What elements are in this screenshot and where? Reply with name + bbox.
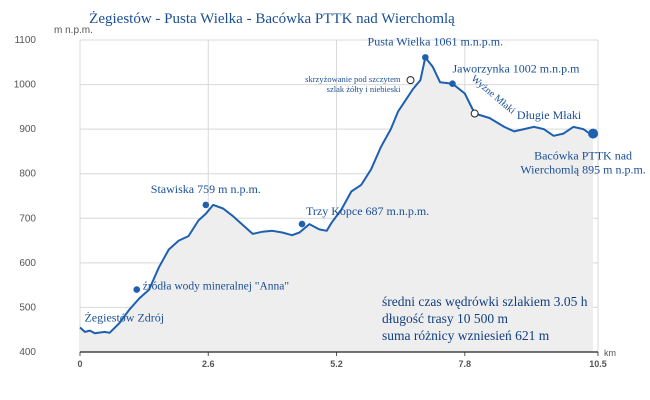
x-tick-label: 2.6 — [202, 359, 215, 369]
y-tick-label: 1100 — [14, 35, 36, 46]
point-marker — [298, 220, 306, 228]
elevation-line — [79, 56, 594, 335]
annotation-line: szlak żółty i niebieski — [327, 84, 402, 94]
annotation-label: Żegiestów Zdrój — [84, 311, 164, 325]
annotations: Żegiestów Zdrój źródła wody mineralnej "A… — [84, 34, 645, 324]
annotation-line: Żegiestów Zdrój — [84, 311, 164, 325]
y-tick-label: 500 — [19, 302, 36, 313]
chart-title: Żegiestów - Pusta Wielka - Bacówka PTTK … — [89, 11, 455, 27]
annotation-line: Trzy Kopce 687 m.n.p.m. — [306, 204, 429, 218]
y-tick-label: 1000 — [14, 80, 37, 91]
point-marker — [449, 80, 456, 87]
annotation-line: Pusta Wielka 1061 m.n.p.m. — [368, 34, 504, 48]
y-tick-label: 600 — [19, 258, 36, 269]
x-tick-label: 0 — [77, 359, 82, 369]
annotation-line: Stawiska 759 m n.p.m. — [151, 182, 261, 196]
point-marker — [422, 54, 429, 61]
y-tick-label: 900 — [19, 124, 36, 135]
endpoint-marker — [588, 128, 599, 139]
annotation-line: źródła wody mineralnej "Anna" — [143, 281, 289, 293]
point-marker — [202, 201, 210, 209]
annotation-label: Trzy Kopce 687 m.n.p.m. — [306, 204, 429, 218]
annotation-label: Bacówka PTTK nad Wierchomlą 895 m n.p.m. — [520, 149, 646, 177]
waypoint-marker — [470, 109, 479, 118]
annotation-line: skrzyżowanie pod szczytem — [305, 74, 401, 84]
annotation-line: Długie Młaki — [517, 108, 582, 122]
y-tick-label: 400 — [19, 347, 36, 358]
annotation-label: źródła wody mineralnej "Anna" — [143, 281, 289, 293]
summary-line: średni czas wędrówki szlakiem 3.05 h — [382, 294, 588, 309]
y-axis-label: m n.p.m. — [54, 25, 93, 36]
annotation-line: Wierchomlą 895 m n.p.m. — [520, 162, 646, 176]
annotation-line: Bacówka PTTK nad — [534, 149, 632, 163]
point-marker — [133, 286, 141, 293]
x-tick-label: 5.2 — [330, 359, 343, 369]
y-tick-label: 700 — [19, 213, 36, 224]
annotation-label: Stawiska 759 m n.p.m. — [151, 182, 261, 196]
y-tick-label: 800 — [19, 169, 36, 180]
elevation-area — [80, 57, 594, 353]
x-tick-label: 10.5 — [589, 359, 607, 369]
waypoint-marker — [406, 76, 415, 85]
x-tick-label: 7.8 — [459, 359, 472, 369]
axes: 400 500 600 700 800 900 1000 1100 0 2.6 5.2 7.8 10.5 — [14, 35, 607, 369]
annotation-label: Pusta Wielka 1061 m.n.p.m. — [368, 34, 504, 48]
x-axis-label: km — [604, 348, 616, 358]
annotation-label: Jaworzynka 1002 m.n.p.m — [452, 62, 580, 76]
summary-line: suma różnicy wzniesień 621 m — [382, 328, 550, 343]
annotation-line: Jaworzynka 1002 m.n.p.m — [452, 62, 580, 76]
summary-line: długość trasy 10 500 m — [382, 311, 508, 326]
annotation-label: skrzyżowanie pod szczytem szlak żółty i n… — [305, 74, 401, 94]
annotation-label: Długie Młaki — [517, 108, 582, 122]
trail-summary: średni czas wędrówki szlakiem 3.05 h dług… — [382, 294, 588, 343]
